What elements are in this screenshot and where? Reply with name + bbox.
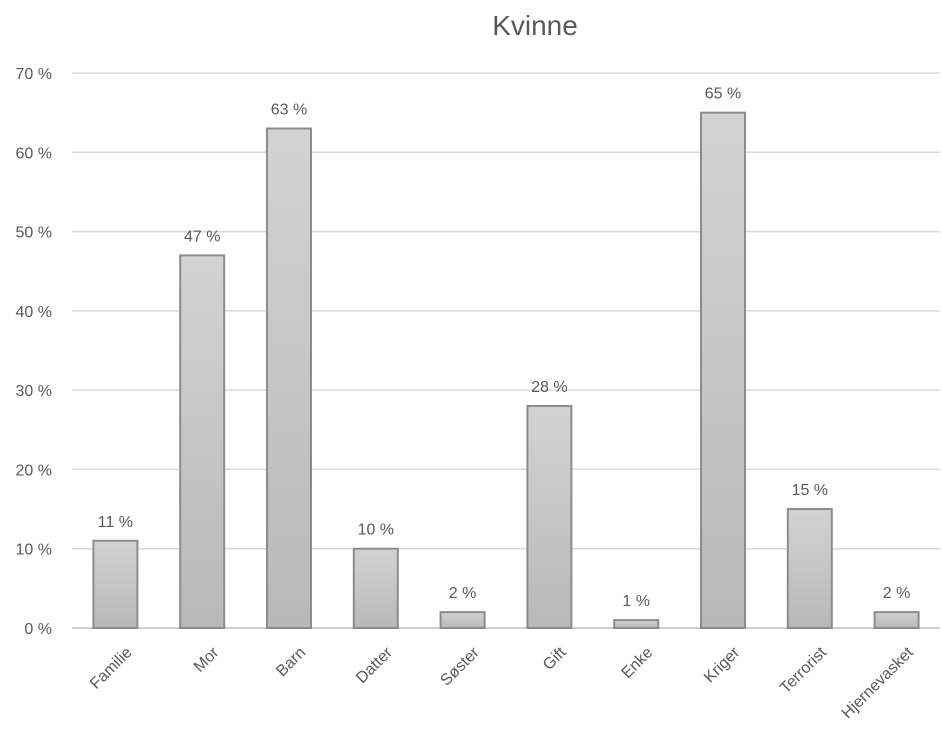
bar-gift	[526, 405, 573, 629]
bar-datter	[352, 547, 399, 630]
x-axis-categories: Familie Mor Barn Datter Søster Gift Enke Kriger…	[87, 644, 917, 723]
y-axis-ticks: 0 % 10 % 20 % 30 % 40 % 50 % 60 % 70 %	[16, 66, 52, 638]
bar-enke	[613, 619, 660, 629]
data-label: 47 %	[184, 228, 220, 245]
x-category-label: Terrorist	[777, 644, 830, 697]
bar-hjernevasket	[873, 611, 920, 630]
y-tick-label: 60 %	[16, 145, 52, 162]
y-tick-label: 70 %	[16, 66, 52, 83]
bar-kriger	[700, 111, 746, 629]
bar-barn	[266, 127, 312, 629]
data-label: 2 %	[883, 585, 911, 602]
data-label: 28 %	[531, 379, 567, 396]
x-category-label: Kriger	[701, 644, 744, 687]
y-tick-label: 0 %	[24, 621, 52, 638]
data-label: 10 %	[358, 522, 394, 539]
data-label: 63 %	[271, 102, 307, 119]
y-tick-label: 10 %	[16, 542, 52, 559]
y-tick-label: 20 %	[16, 462, 52, 479]
data-label: 1 %	[622, 593, 650, 610]
x-category-label: Barn	[273, 644, 309, 680]
bar-mor	[179, 254, 226, 629]
chart-title: Kvinne	[492, 10, 578, 41]
x-category-label: Hjernevasket	[839, 644, 917, 722]
y-tick-label: 40 %	[16, 304, 52, 321]
x-category-label: Søster	[437, 644, 483, 690]
x-category-label: Familie	[87, 644, 136, 693]
y-tick-label: 30 %	[16, 383, 52, 400]
x-category-label: Datter	[353, 644, 396, 687]
data-label: 15 %	[792, 482, 828, 499]
y-tick-label: 50 %	[16, 225, 52, 242]
x-category-label: Mor	[191, 644, 223, 676]
data-labels: 11 % 47 % 63 % 10 % 2 % 28 % 1 % 65 % 15 % 2 %	[98, 86, 911, 610]
data-label: 11 %	[98, 514, 133, 531]
x-category-label: Gift	[540, 644, 570, 674]
data-label: 65 %	[705, 86, 741, 103]
bars	[92, 111, 920, 630]
x-category-label: Enke	[619, 644, 657, 682]
data-label: 2 %	[449, 585, 477, 602]
bar-søster	[439, 611, 486, 630]
bar-terrorist	[786, 508, 833, 630]
bar-familie	[92, 539, 139, 629]
